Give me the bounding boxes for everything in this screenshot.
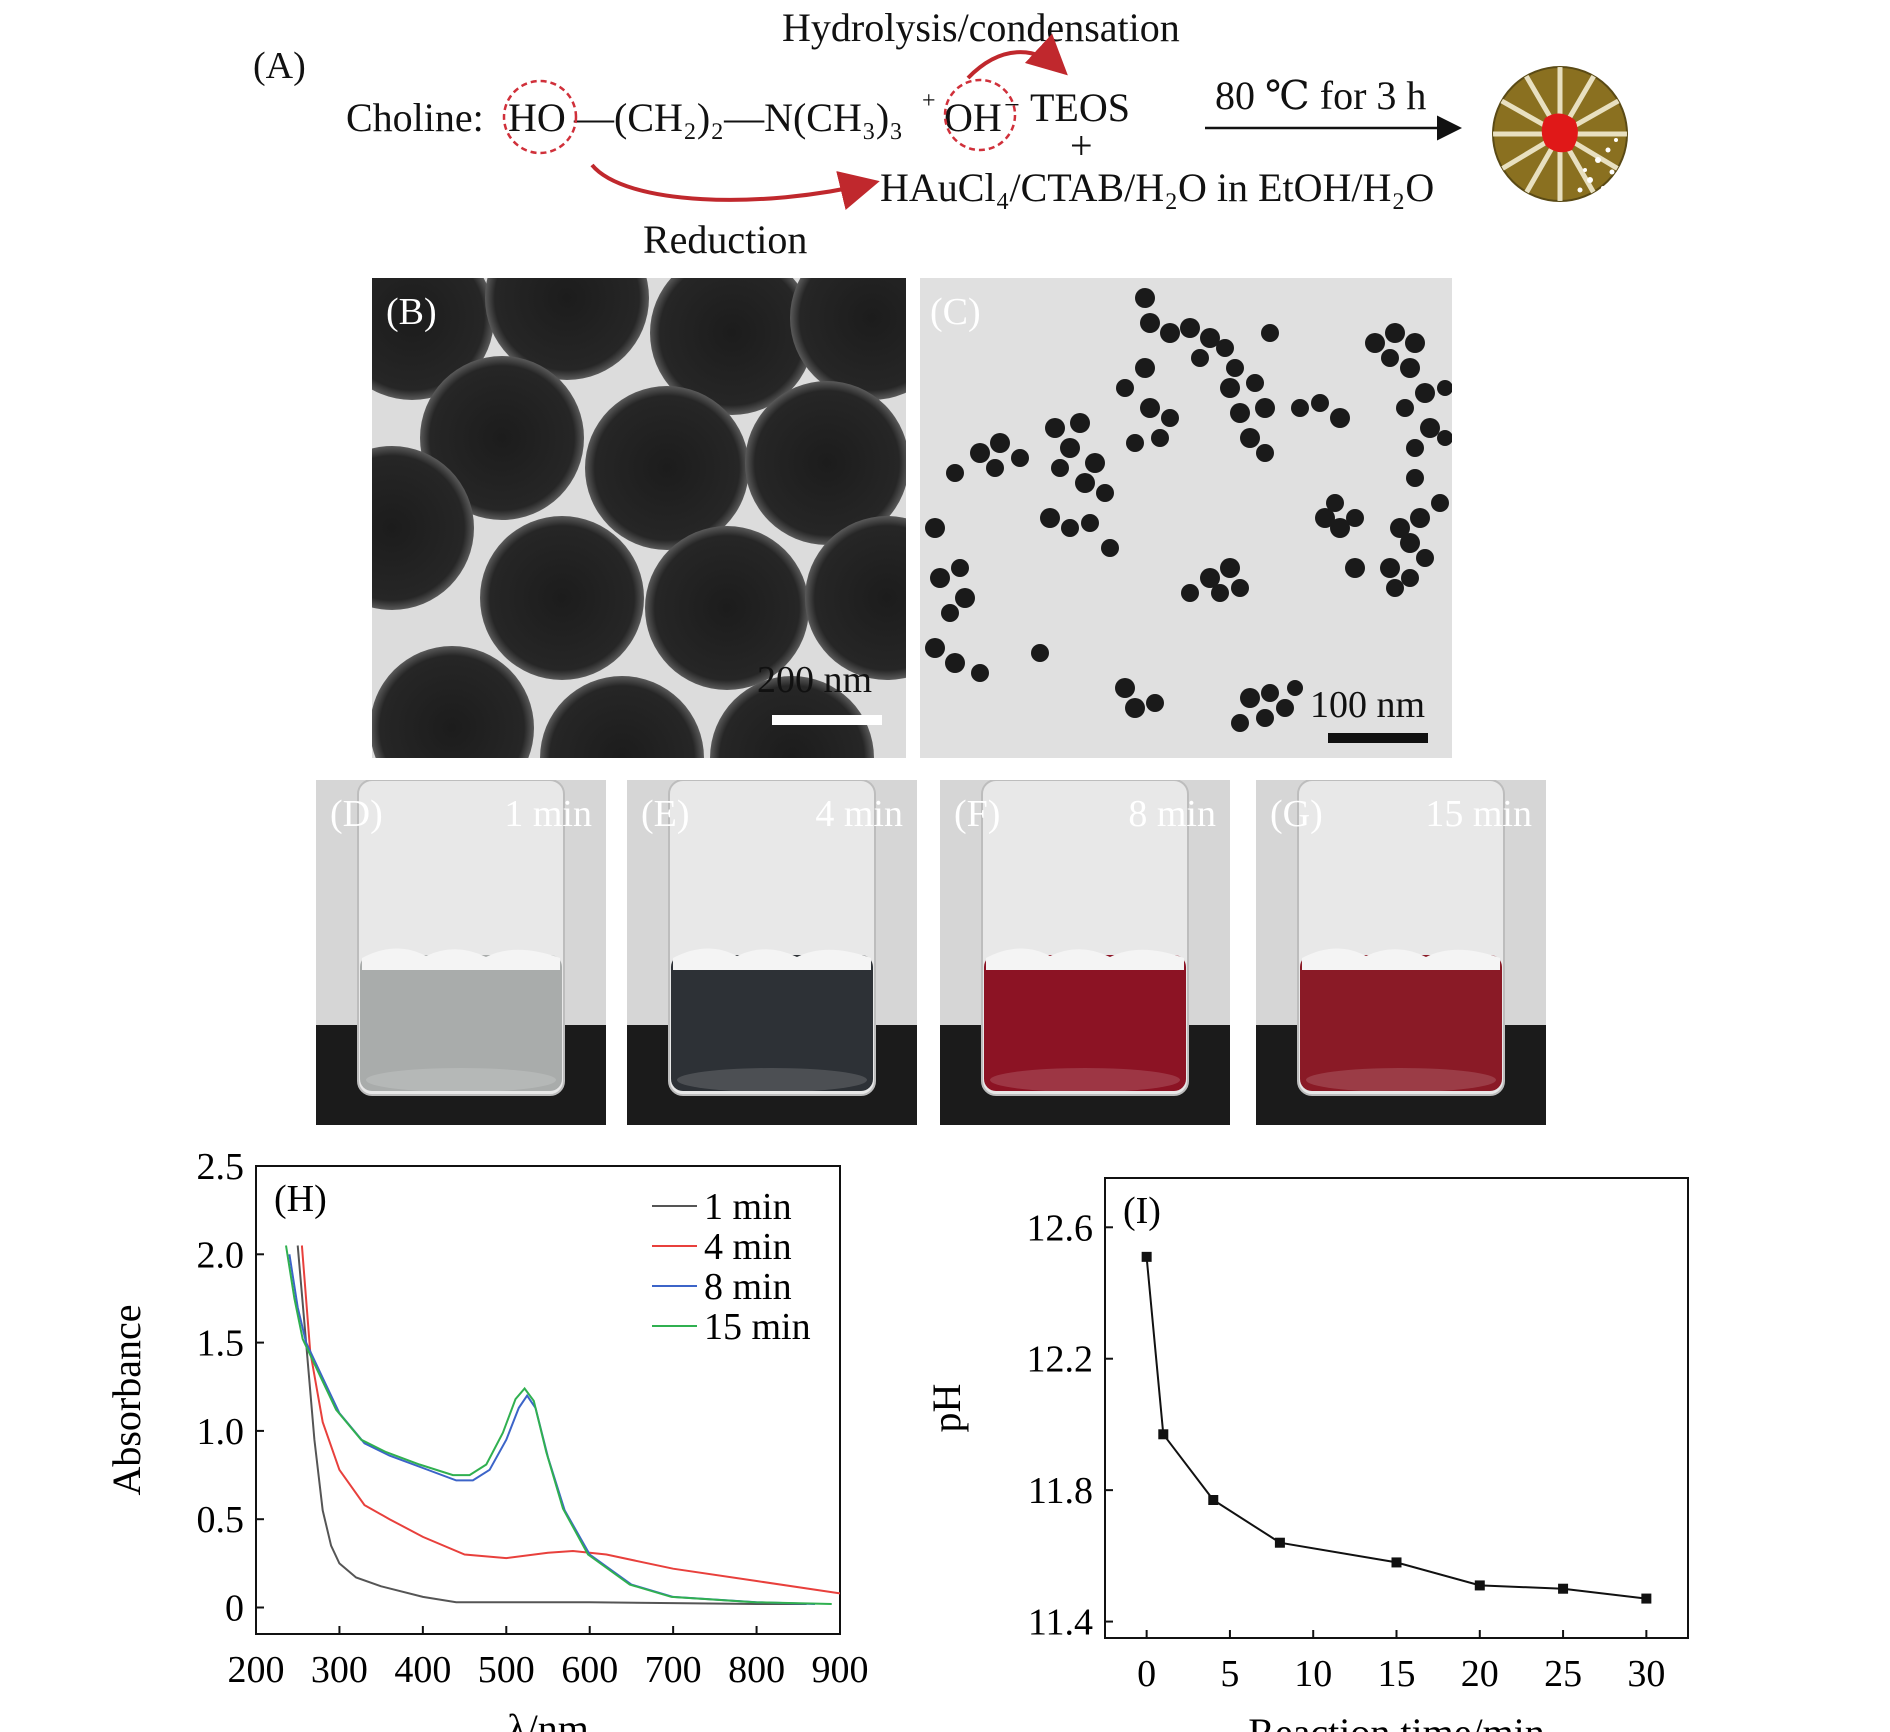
vial-photo-4: (G) 15 min	[1256, 780, 1546, 1125]
data-point	[1141, 1251, 1152, 1262]
series-line-4-min	[300, 1245, 840, 1595]
vial-label: (D)	[330, 793, 383, 835]
x-tick-label: 700	[645, 1649, 702, 1691]
oh-dashed-circle	[943, 78, 1017, 152]
plot-frame	[255, 1165, 841, 1635]
plus-sign: +	[1070, 123, 1093, 168]
choline-prefix: Choline:	[346, 95, 484, 140]
tem-c-image	[920, 278, 1452, 758]
tem-b-image	[372, 278, 906, 758]
legend-entry: 15 min	[704, 1306, 811, 1348]
vial-photo-1: (D) 1 min	[316, 780, 606, 1125]
x-tick-label: 300	[311, 1649, 368, 1691]
x-tick-label: 20	[1461, 1653, 1499, 1695]
x-tick-label: 30	[1627, 1653, 1665, 1695]
vial-label: (E)	[641, 793, 690, 835]
vial-photo-3: (F) 8 min	[940, 780, 1230, 1125]
choline-chain: —(CH₂)₂—N(CH₃)₃	[574, 95, 904, 140]
x-tick-label: 400	[394, 1649, 451, 1691]
y-tick-label: 12.6	[1027, 1207, 1094, 1249]
x-tick-label: 600	[561, 1649, 618, 1691]
vial-time: 15 min	[1425, 793, 1532, 835]
vial-photo-2: (E) 4 min	[627, 780, 917, 1125]
panel-c-scale-bar	[1328, 733, 1428, 743]
vial-label: (G)	[1270, 793, 1323, 835]
x-tick-label: 500	[478, 1649, 535, 1691]
ho-group: HO	[508, 95, 566, 140]
panel-b-label: (B)	[386, 291, 437, 333]
y-tick-label: 11.4	[1028, 1602, 1093, 1644]
data-point	[1391, 1557, 1402, 1568]
ho-dashed-circle	[502, 79, 578, 155]
y-tick-label: 11.8	[1028, 1470, 1093, 1512]
vial-time: 8 min	[1128, 793, 1216, 835]
charge-minus: −	[1004, 90, 1020, 121]
x-tick-label: 0	[1137, 1653, 1156, 1695]
data-point	[1474, 1580, 1485, 1591]
x-tick-label: 900	[812, 1649, 869, 1691]
data-point	[1274, 1537, 1285, 1548]
chart-i-ph: 0 5 10 15 20 25 30 11.4 11.8 12.2 12.6 Reaction tim…	[924, 1177, 1689, 1732]
panel-b-tem: (B) 200 nm	[372, 278, 906, 758]
series-line-0	[1145, 1256, 1647, 1600]
chart-panel-label: (I)	[1123, 1190, 1161, 1232]
condition-label: 80 ℃ for 3 h	[1215, 73, 1427, 118]
x-axis-label: Reaction time/min	[1248, 1710, 1545, 1732]
y-tick-label: 0	[225, 1588, 244, 1630]
charge-plus: +	[922, 88, 936, 114]
panel-c-tem: (C) 100 nm	[920, 278, 1452, 758]
x-tick-label: 25	[1544, 1653, 1582, 1695]
plot-frame	[1104, 1177, 1689, 1639]
data-point	[1158, 1429, 1169, 1440]
nanoparticle-icon	[1492, 66, 1628, 202]
data-point	[1558, 1583, 1569, 1594]
scheme-graphics	[502, 33, 1628, 210]
y-axis-label: pH	[924, 1384, 969, 1433]
panel-c-label: (C)	[930, 291, 981, 333]
series-line-1-min	[296, 1245, 807, 1605]
chart-panel-label: (H)	[274, 1178, 327, 1220]
x-tick-label: 5	[1220, 1653, 1239, 1695]
x-tick-label: 10	[1294, 1653, 1332, 1695]
panel-b-scale-bar	[772, 715, 882, 725]
x-tick-label: 800	[728, 1649, 785, 1691]
panel-a-label: (A)	[253, 45, 306, 87]
x-axis-label: λ/nm	[507, 1706, 589, 1732]
bottom-reaction-label: Reduction	[643, 217, 808, 262]
vial-time: 4 min	[815, 793, 903, 835]
panel-a: (A) Hydrolysis/condensation Choline: HO …	[0, 0, 1890, 270]
data-point	[1641, 1593, 1652, 1604]
y-tick-label: 0.5	[197, 1499, 245, 1541]
legend-entry: 8 min	[704, 1266, 792, 1308]
legend-entry: 4 min	[704, 1226, 792, 1268]
vial-label: (F)	[954, 793, 1001, 835]
x-tick-label: 200	[228, 1649, 285, 1691]
y-axis-label: Absorbance	[104, 1304, 149, 1495]
y-tick-label: 1.0	[197, 1411, 245, 1453]
data-point	[1208, 1495, 1219, 1505]
oh-group: OH	[944, 95, 1002, 140]
x-tick-label: 15	[1378, 1653, 1416, 1695]
reagents-label: HAuCl₄/CTAB/H₂O in EtOH/H₂O	[880, 165, 1435, 210]
panel-c-scale-label: 100 nm	[1310, 684, 1426, 726]
y-tick-label: 2.5	[197, 1146, 245, 1188]
top-reaction-label: Hydrolysis/condensation	[782, 5, 1180, 50]
y-tick-label: 12.2	[1027, 1339, 1094, 1381]
y-tick-label: 1.5	[197, 1323, 245, 1365]
vial-time: 1 min	[504, 793, 592, 835]
panel-b-scale-label: 200 nm	[757, 659, 873, 701]
chart-h-uv-vis: 200 300 400 500 600 700 800 900 0 0.5 1.0 1.5 2.0 2.5…	[104, 1146, 869, 1732]
hydrolysis-arrow	[966, 33, 1068, 80]
teos-label: TEOS	[1030, 85, 1130, 130]
reduction-arrow	[590, 163, 880, 210]
series-line-15-min	[285, 1245, 832, 1605]
y-tick-label: 2.0	[197, 1234, 245, 1276]
legend-entry: 1 min	[704, 1186, 792, 1228]
